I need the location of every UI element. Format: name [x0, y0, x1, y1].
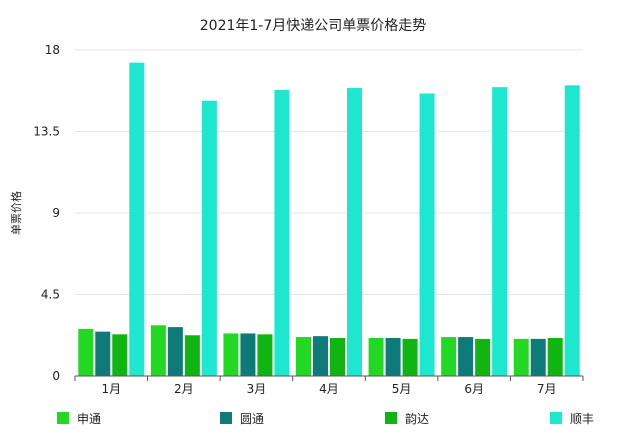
bars [78, 62, 580, 377]
x-tick-label: 5月 [392, 382, 412, 396]
x-tick-label: 1月 [101, 382, 121, 396]
bar-申通-7月 [513, 338, 529, 376]
bar-圆通-4月 [313, 336, 328, 376]
legend-swatch-申通 [57, 412, 69, 424]
legend-label-韵达: 韵达 [405, 411, 429, 426]
bar-申通-5月 [368, 337, 384, 376]
bar-申通-6月 [441, 337, 457, 376]
bar-申通-3月 [223, 333, 239, 376]
y-axis-label: 单票价格 [9, 191, 23, 235]
x-tick-label: 6月 [464, 382, 484, 396]
bar-申通-4月 [296, 337, 311, 376]
bar-圆通-2月 [167, 327, 183, 376]
bar-顺丰-1月 [129, 62, 145, 377]
legend: 申通 圆通 韵达 顺丰 [57, 411, 594, 426]
y-tick-label: 18 [45, 43, 60, 57]
bar-韵达-6月 [475, 338, 491, 376]
legend-label-圆通: 圆通 [240, 412, 264, 426]
bar-圆通-1月 [95, 331, 111, 376]
bar-韵达-3月 [257, 334, 273, 376]
bar-圆通-6月 [458, 337, 474, 376]
legend-swatch-韵达 [385, 412, 397, 424]
bar-顺丰-7月 [564, 85, 580, 377]
x-axis-ticks: 1月 2月 3月 4月 5月 6月 7月 [74, 376, 584, 396]
bar-圆通-5月 [385, 337, 401, 376]
y-tick-label: 9 [52, 206, 60, 220]
bar-顺丰-6月 [492, 87, 508, 376]
legend-label-顺丰: 顺丰 [570, 412, 594, 426]
bar-韵达-2月 [184, 335, 200, 376]
bar-韵达-5月 [402, 338, 418, 376]
legend-swatch-圆通 [220, 412, 232, 424]
bar-顺丰-2月 [201, 100, 217, 376]
bar-顺丰-5月 [419, 93, 435, 376]
bar-韵达-1月 [112, 334, 128, 376]
legend-swatch-顺丰 [550, 412, 562, 424]
bar-韵达-4月 [330, 337, 345, 376]
x-tick-label: 4月 [319, 382, 339, 396]
y-tick-label: 0 [52, 369, 60, 383]
bar-申通-1月 [78, 328, 94, 376]
bar-韵达-7月 [547, 337, 563, 376]
bar-顺丰-4月 [347, 88, 362, 377]
x-tick-label: 2月 [174, 382, 194, 396]
x-tick-label: 3月 [247, 382, 267, 396]
legend-label-申通: 申通 [77, 412, 101, 426]
y-tick-label: 4.5 [41, 288, 60, 302]
y-axis-ticks: 0 4.5 9 13.5 18 [33, 43, 60, 383]
bar-圆通-3月 [240, 333, 256, 376]
x-tick-label: 7月 [537, 382, 557, 396]
bar-申通-2月 [150, 325, 166, 376]
y-tick-label: 13.5 [33, 125, 60, 139]
chart-title: 2021年1-7月快递公司单票价格走势 [200, 18, 427, 34]
bar-顺丰-3月 [274, 89, 290, 376]
bar-圆通-7月 [530, 338, 546, 376]
